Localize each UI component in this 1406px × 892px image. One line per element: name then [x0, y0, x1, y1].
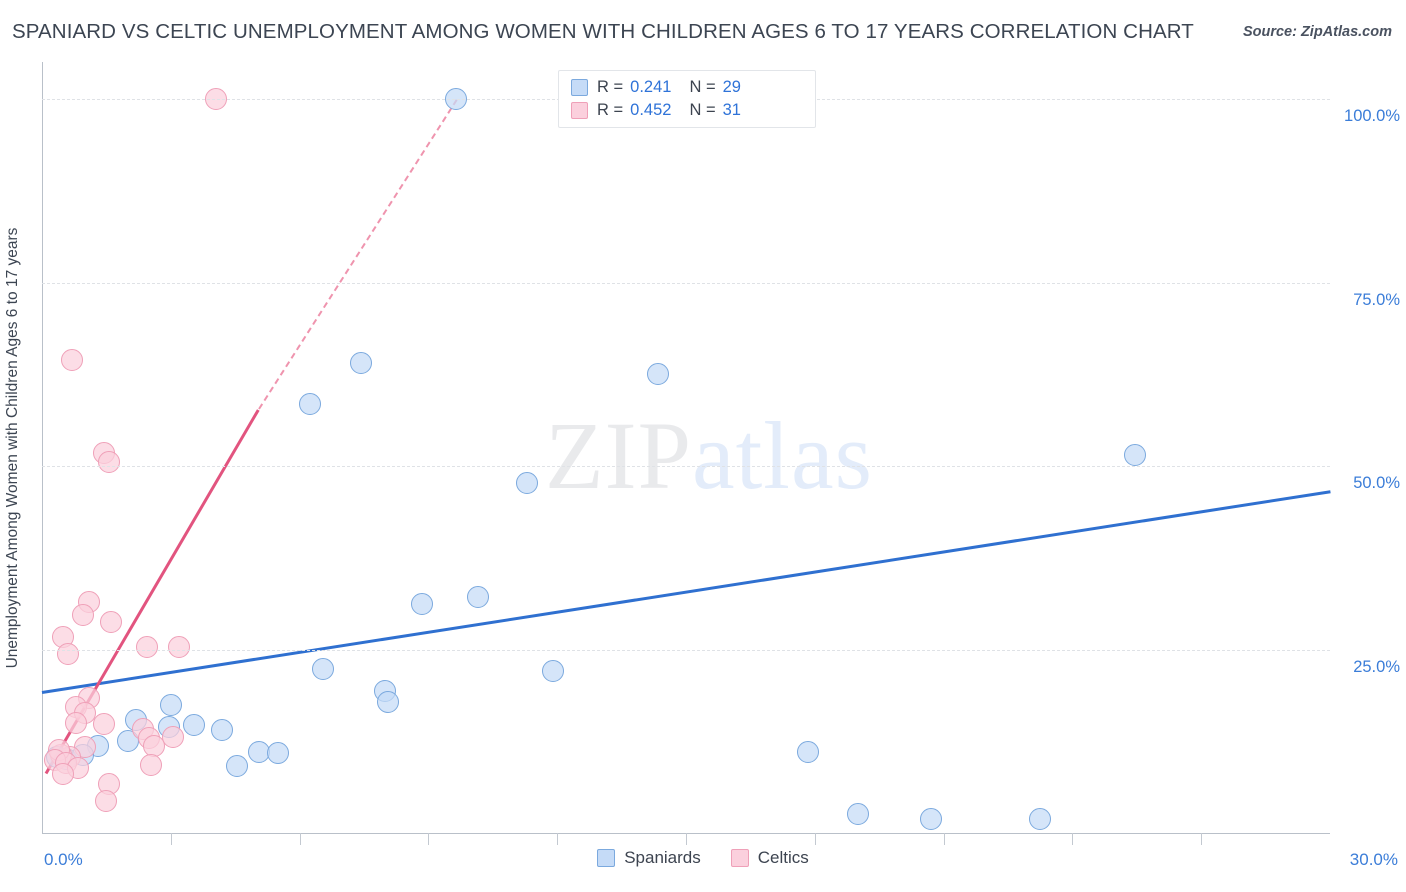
n-label-celtics: N =: [689, 101, 716, 119]
data-point-ce[interactable]: [93, 713, 116, 736]
data-point-ce[interactable]: [61, 348, 84, 371]
data-point-sp[interactable]: [211, 719, 234, 742]
data-point-sp[interactable]: [846, 803, 869, 826]
data-point-sp[interactable]: [410, 592, 433, 615]
r-value-spaniards: 0.241: [630, 78, 672, 96]
y-axis-tick-label: 50.0%: [1353, 474, 1400, 493]
y-axis-tick-label: 25.0%: [1353, 658, 1400, 677]
gridline-75: [42, 282, 1330, 284]
data-point-sp[interactable]: [797, 740, 820, 763]
data-point-sp[interactable]: [541, 659, 564, 682]
source-attribution: Source: ZipAtlas.com: [1242, 24, 1392, 40]
gridline-50: [42, 466, 1330, 468]
data-point-ce[interactable]: [161, 725, 184, 748]
data-point-ce[interactable]: [52, 762, 75, 785]
legend-label-celtics: Celtics: [757, 848, 809, 867]
data-point-ce[interactable]: [71, 603, 94, 626]
x-axis-tick: [299, 833, 301, 845]
x-axis-tick: [814, 833, 816, 845]
x-axis-tick: [170, 833, 172, 845]
data-point-sp[interactable]: [226, 755, 249, 778]
n-label-spaniards: N =: [689, 78, 716, 96]
legend-item-spaniards[interactable]: Spaniards: [597, 848, 701, 868]
data-point-sp[interactable]: [267, 742, 290, 765]
stats-row-spaniards: R = 0.241 N = 29: [571, 76, 805, 99]
y-axis-title: Unemployment Among Women with Children A…: [4, 227, 21, 669]
y-axis-line: [42, 62, 43, 834]
data-point-sp[interactable]: [919, 807, 942, 830]
y-axis-tick-label: 75.0%: [1353, 290, 1400, 309]
data-point-ce[interactable]: [136, 635, 159, 658]
x-axis-tick: [686, 833, 687, 845]
series-legend: Spaniards Celtics: [0, 848, 1406, 868]
series-swatch-spaniards-icon: [571, 79, 588, 96]
n-value-spaniards: 29: [722, 78, 741, 96]
data-point-ce[interactable]: [168, 635, 191, 658]
data-point-sp[interactable]: [159, 694, 182, 717]
series-swatch-celtics-icon: [571, 102, 588, 119]
gridline-25: [42, 650, 1330, 652]
watermark-zip: ZIP: [545, 402, 692, 509]
data-point-sp[interactable]: [376, 690, 399, 713]
stats-row-celtics: R = 0.452 N = 31: [571, 99, 805, 122]
data-point-sp[interactable]: [312, 657, 335, 680]
r-label-celtics: R =: [597, 101, 624, 119]
legend-item-celtics[interactable]: Celtics: [730, 848, 809, 868]
legend-swatch-celtics-icon: [730, 849, 749, 867]
zipatlas-watermark: ZIPatlas: [545, 400, 873, 511]
data-point-sp[interactable]: [466, 586, 489, 609]
data-point-ce[interactable]: [140, 753, 163, 776]
data-point-ce[interactable]: [97, 450, 120, 473]
data-point-sp[interactable]: [349, 352, 372, 375]
data-point-sp[interactable]: [516, 471, 539, 494]
correlation-stats-box: R = 0.241 N = 29 R = 0.452 N = 31: [558, 70, 816, 128]
y-axis-tick-label: 100.0%: [1344, 106, 1400, 125]
data-point-sp[interactable]: [1029, 808, 1052, 831]
x-axis-tick: [557, 833, 559, 845]
legend-swatch-spaniards-icon: [597, 849, 616, 867]
x-axis-max-label: 30.0%: [1349, 850, 1398, 869]
watermark-atlas: atlas: [692, 402, 873, 509]
data-point-sp[interactable]: [299, 392, 322, 415]
x-axis-tick: [1072, 833, 1074, 845]
data-point-ce[interactable]: [99, 610, 122, 633]
data-point-sp[interactable]: [1123, 444, 1146, 467]
x-axis-tick: [1201, 833, 1203, 845]
legend-label-spaniards: Spaniards: [624, 848, 701, 867]
data-point-ce[interactable]: [65, 711, 88, 734]
x-axis-min-label: 0.0%: [44, 850, 83, 869]
plot-area: ZIPatlas: [41, 62, 1331, 834]
n-value-celtics: 31: [722, 101, 741, 119]
x-axis-tick: [428, 833, 430, 845]
x-axis-tick: [943, 833, 945, 845]
trendline-sp: [41, 490, 1331, 695]
r-value-celtics: 0.452: [630, 101, 672, 119]
data-point-sp[interactable]: [183, 714, 206, 737]
page-title: SPANIARD VS CELTIC UNEMPLOYMENT AMONG WO…: [12, 20, 1194, 43]
data-point-ce[interactable]: [95, 789, 118, 812]
data-point-sp[interactable]: [647, 363, 670, 386]
r-label-spaniards: R =: [597, 78, 624, 96]
data-point-ce[interactable]: [56, 642, 79, 665]
